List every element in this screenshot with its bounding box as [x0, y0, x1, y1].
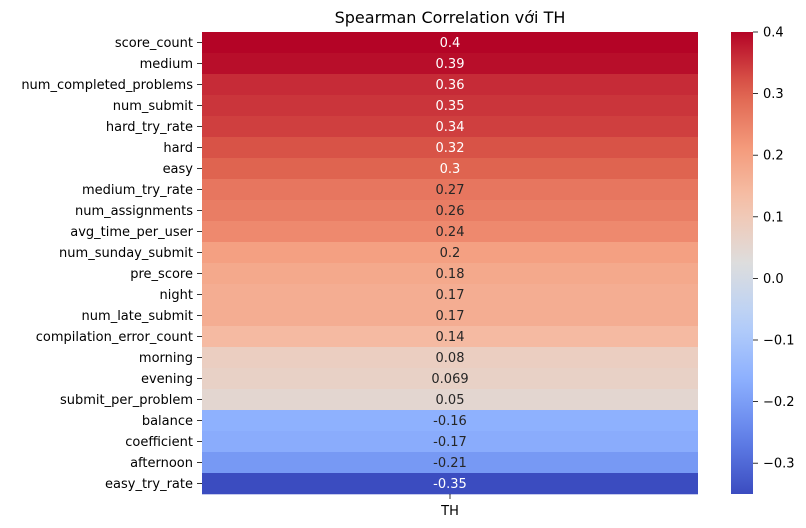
chart-title: Spearman Correlation với TH: [335, 8, 566, 27]
heatmap-cell: [202, 263, 698, 285]
heatmap-cell: [202, 452, 698, 474]
cell-value-label: -0.35: [433, 477, 467, 492]
cell-value-label: 0.34: [436, 120, 465, 135]
row-label: num_assignments: [75, 204, 193, 219]
cell-value-label: 0.08: [436, 351, 465, 366]
row-label: num_submit: [113, 99, 193, 114]
cell-value-label: -0.16: [433, 414, 467, 429]
heatmap-cell: [202, 389, 698, 411]
colorbar-tick-label: −0.3: [763, 457, 795, 472]
row-label: easy_try_rate: [105, 477, 193, 492]
heatmap-cell: [202, 116, 698, 138]
colorbar-tick-label: 0.3: [763, 87, 784, 102]
row-label: afternoon: [130, 456, 193, 471]
cell-value-label: 0.26: [436, 204, 465, 219]
heatmap-cell: [202, 137, 698, 159]
heatmap-cell: [202, 431, 698, 453]
row-label: morning: [139, 351, 193, 366]
heatmap-cell: [202, 74, 698, 96]
cell-value-label: 0.2: [440, 246, 461, 261]
cell-value-label: 0.18: [436, 267, 465, 282]
row-label: score_count: [115, 36, 193, 51]
cell-value-label: 0.3: [440, 162, 461, 177]
heatmap-cell: [202, 200, 698, 222]
x-axis: TH: [440, 494, 459, 519]
colorbar-tick-label: −0.1: [763, 334, 795, 349]
x-tick-label: TH: [440, 504, 459, 519]
cell-value-label: -0.21: [433, 456, 467, 471]
colorbar-tick-label: 0.2: [763, 149, 784, 164]
heatmap-cell: [202, 284, 698, 306]
heatmap-cells: 0.4 0.39 0.36 0.35 0.34 0.32 0.3 0.27 0.26 0.24 0.…: [202, 32, 698, 495]
row-label: coefficient: [125, 435, 193, 450]
row-label: avg_time_per_user: [70, 225, 193, 240]
row-label: evening: [141, 372, 193, 387]
colorbar-gradient: [731, 32, 753, 494]
colorbar: 0.4 0.3 0.2 0.1 0.0 −0.1 −0.2 −0.3: [731, 26, 795, 494]
row-label: compilation_error_count: [36, 330, 193, 345]
heatmap-cell: [202, 305, 698, 327]
heatmap-cell: [202, 473, 698, 495]
cell-value-label: -0.17: [433, 435, 467, 450]
cell-value-label: 0.069: [431, 372, 468, 387]
row-label: easy: [163, 162, 194, 177]
row-label: medium: [140, 57, 193, 72]
row-label: pre_score: [130, 267, 193, 282]
heatmap-cell: [202, 347, 698, 369]
colorbar-tick-label: −0.2: [763, 395, 795, 410]
heatmap-cell: [202, 410, 698, 432]
heatmap-cell: [202, 242, 698, 264]
row-label: balance: [142, 414, 193, 429]
heatmap-cell: [202, 326, 698, 348]
row-label: hard_try_rate: [106, 120, 193, 135]
cell-value-label: 0.14: [436, 330, 465, 345]
heatmap-cell: [202, 32, 698, 54]
heatmap-cell: [202, 221, 698, 243]
cell-value-label: 0.05: [436, 393, 465, 408]
cell-value-label: 0.39: [436, 57, 465, 72]
cell-value-label: 0.36: [436, 78, 465, 93]
cell-value-label: 0.17: [436, 309, 465, 324]
row-label: medium_try_rate: [82, 183, 193, 198]
row-label: num_sunday_submit: [59, 246, 193, 261]
colorbar-tick-label: 0.1: [763, 210, 784, 225]
heatmap-cell: [202, 179, 698, 201]
heatmap-cell: [202, 95, 698, 117]
heatmap-cell: [202, 368, 698, 390]
heatmap-cell: [202, 158, 698, 180]
cell-value-label: 0.4: [440, 36, 461, 51]
cell-value-label: 0.24: [436, 225, 465, 240]
row-label: hard: [163, 141, 193, 156]
row-label: num_late_submit: [82, 309, 193, 324]
cell-value-label: 0.17: [436, 288, 465, 303]
cell-value-label: 0.35: [436, 99, 465, 114]
row-label: submit_per_problem: [60, 393, 193, 408]
row-label: num_completed_problems: [21, 78, 193, 93]
heatmap-cell: [202, 53, 698, 75]
cell-value-label: 0.32: [436, 141, 465, 156]
colorbar-tick-label: 0.4: [763, 26, 784, 41]
row-label: night: [160, 288, 193, 303]
colorbar-tick-label: 0.0: [763, 272, 784, 287]
cell-value-label: 0.27: [436, 183, 465, 198]
